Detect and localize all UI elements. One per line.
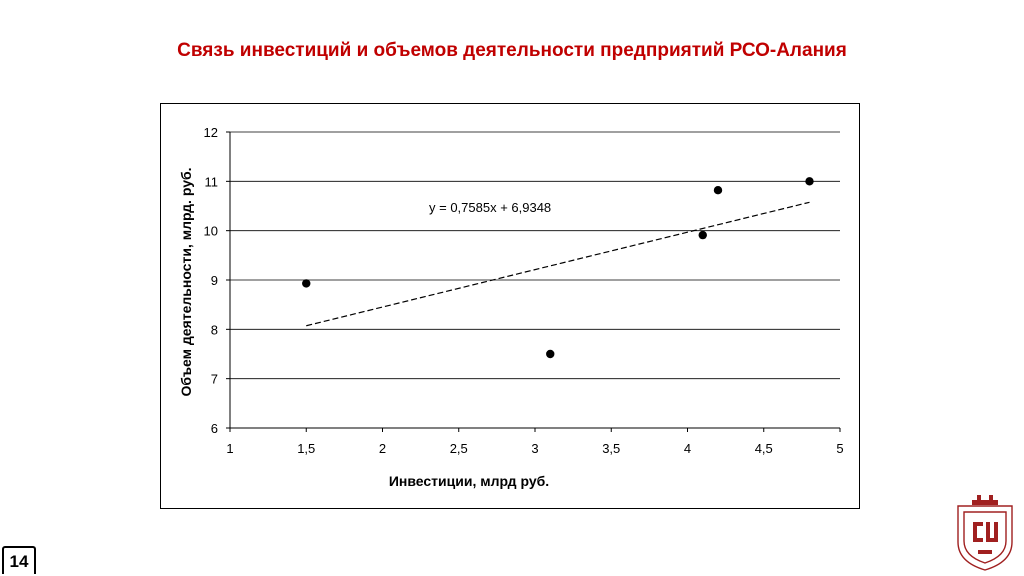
x-axis-label: Инвестиции, млрд руб. bbox=[389, 473, 549, 489]
y-tick-label: 10 bbox=[204, 224, 218, 239]
x-tick-label: 1 bbox=[226, 441, 233, 456]
scatter-chart: 6 7 8 9 10 11 12 1 1,5 2 2,5 3 3,5 4 4,5 5 y = 0,7585x +… bbox=[178, 125, 844, 489]
x-tick-label: 5 bbox=[836, 441, 843, 456]
trendline-equation: y = 0,7585x + 6,9348 bbox=[429, 200, 551, 215]
y-tick-label: 12 bbox=[204, 125, 218, 140]
page-number: 14 bbox=[2, 546, 36, 574]
data-point bbox=[713, 186, 723, 195]
data-point bbox=[805, 177, 814, 186]
slide-title: Связь инвестиций и объемов деятельности … bbox=[177, 40, 847, 61]
data-point bbox=[302, 279, 311, 288]
data-point bbox=[546, 349, 555, 359]
x-tick-label: 4 bbox=[684, 441, 691, 456]
y-tick-label: 7 bbox=[211, 372, 218, 387]
y-tick-label: 9 bbox=[211, 273, 218, 288]
y-tick-label: 11 bbox=[205, 174, 219, 189]
x-tick-label: 3,5 bbox=[602, 441, 620, 456]
y-tick-label: 6 bbox=[211, 421, 218, 436]
trendline bbox=[306, 201, 810, 327]
university-shield-logo-icon bbox=[957, 495, 1013, 571]
x-tick-label: 4,5 bbox=[755, 441, 773, 456]
chart-frame: 6 7 8 9 10 11 12 1 1,5 2 2,5 3 3,5 4 4,5 5 y = 0,7585x +… bbox=[160, 103, 860, 509]
data-point bbox=[698, 230, 707, 240]
x-tick-label: 2 bbox=[379, 441, 386, 456]
y-axis-label: Объем деятельности, млрд. руб. bbox=[178, 167, 194, 396]
x-tick-label: 3 bbox=[531, 441, 538, 456]
y-tick-label: 8 bbox=[211, 322, 218, 337]
x-tick-label: 2,5 bbox=[450, 441, 468, 456]
x-tick-label: 1,5 bbox=[297, 441, 315, 456]
